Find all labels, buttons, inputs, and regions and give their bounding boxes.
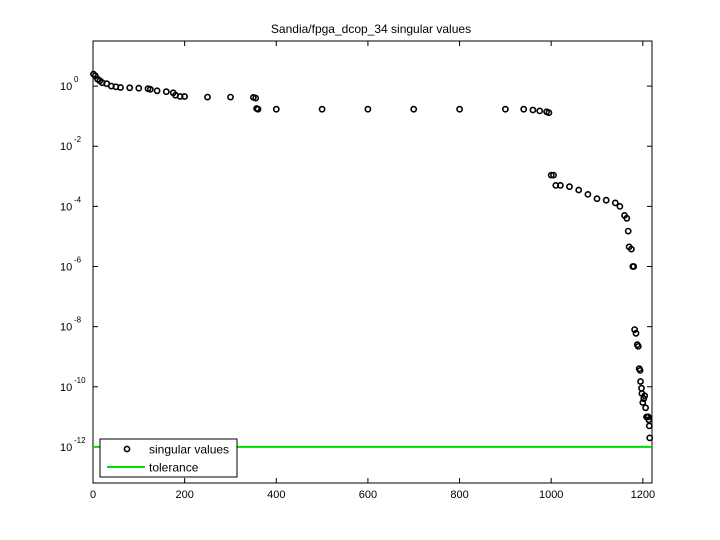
chart-title: Sandia/fpga_dcop_34 singular values	[271, 22, 471, 36]
data-point	[636, 366, 644, 374]
y-tick-label-exponent: -12	[74, 436, 86, 445]
data-point	[547, 171, 555, 179]
legend-marker-singular-values	[123, 445, 131, 453]
y-tick-label: 10	[60, 322, 72, 334]
plot-area: 0 200 400 600 800 1000 1200 10010-210-410-610-…	[60, 40, 655, 501]
data-point	[637, 378, 644, 385]
data-point	[624, 227, 632, 235]
data-point	[645, 416, 653, 424]
y-tick-label-exponent: -2	[74, 135, 82, 144]
data-point	[254, 105, 262, 113]
data-point	[181, 93, 188, 100]
data-point	[227, 93, 234, 101]
data-point	[644, 413, 652, 421]
y-tick-label: 10	[60, 382, 72, 394]
y-tick-label-exponent: -10	[74, 376, 86, 385]
data-point	[545, 109, 553, 117]
data-point	[642, 404, 649, 412]
x-tick-label: 0	[90, 489, 96, 501]
x-tick-label: 1200	[631, 489, 655, 501]
data-point	[501, 105, 509, 113]
data-point	[632, 329, 640, 337]
data-point	[646, 434, 654, 442]
legend-label-singular-values: singular values	[149, 443, 229, 457]
legend: singular values tolerance	[99, 438, 238, 478]
data-point	[117, 84, 124, 91]
x-tick-label: 800	[450, 489, 468, 501]
data-point	[602, 196, 610, 204]
data-point	[645, 422, 653, 430]
data-point	[641, 392, 649, 400]
y-tick-label: 10	[60, 81, 72, 93]
data-point	[557, 181, 564, 189]
data-point	[630, 263, 638, 270]
y-tick-label-exponent: -8	[74, 316, 82, 325]
data-point	[364, 105, 372, 113]
x-tick-label: 600	[359, 489, 377, 501]
data-point	[628, 245, 635, 253]
y-tick-label: 10	[60, 201, 72, 213]
data-point	[162, 88, 170, 96]
y-tick-label-exponent: -6	[74, 256, 82, 265]
singular-values-series	[90, 70, 654, 442]
data-point	[529, 106, 537, 114]
data-point	[272, 105, 280, 113]
data-point	[593, 195, 601, 203]
data-point	[204, 93, 211, 101]
data-point	[634, 342, 642, 350]
x-tick-label: 400	[267, 489, 285, 501]
data-point	[410, 105, 418, 113]
x-tick-label: 200	[175, 489, 193, 501]
data-point	[252, 94, 260, 102]
data-point	[566, 183, 573, 191]
data-point	[146, 85, 154, 93]
data-point	[135, 84, 143, 92]
data-point	[126, 84, 134, 92]
x-tick-label: 1000	[539, 489, 563, 501]
data-point	[520, 105, 528, 113]
data-point	[153, 87, 161, 95]
data-point	[575, 186, 583, 194]
y-tick-label: 10	[60, 442, 72, 454]
y-tick-label-exponent: -4	[74, 195, 82, 204]
legend-box	[99, 438, 238, 478]
data-point	[639, 399, 647, 406]
y-tick-label: 10	[60, 262, 72, 274]
axes-box	[92, 40, 653, 484]
y-tick-label-exponent: 0	[74, 75, 79, 84]
data-point	[456, 105, 463, 113]
x-axis: 0 200 400 600 800 1000 1200	[90, 41, 655, 501]
data-point	[550, 171, 557, 179]
data-point	[584, 190, 592, 198]
y-tick-label: 10	[60, 141, 72, 153]
data-point	[318, 105, 326, 113]
data-point	[631, 326, 638, 333]
data-point	[536, 107, 544, 115]
data-point	[623, 214, 631, 222]
data-point	[611, 199, 619, 207]
legend-label-tolerance: tolerance	[149, 461, 199, 475]
data-point	[616, 202, 624, 210]
